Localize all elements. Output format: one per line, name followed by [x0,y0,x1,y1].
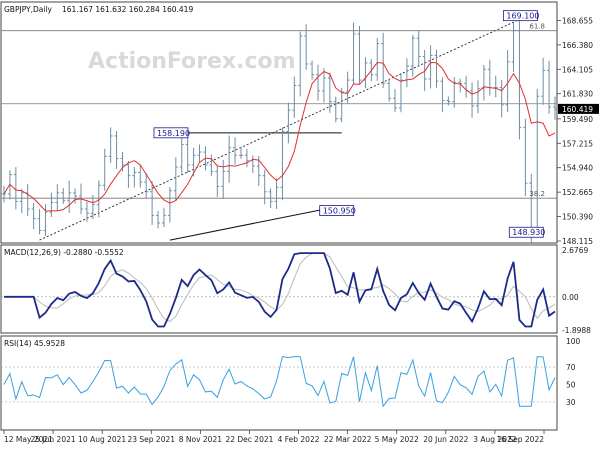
rsi-line [3,356,556,408]
chart-header-symbol: GBPJPY,Daily [4,5,53,14]
annotation-label-0: 169.100 [506,12,539,21]
chart-header-ohlc: 161.167 161.632 160.284 160.419 [62,5,193,14]
macd-layer: 2.6769 0.00 -1.8988 [1,246,591,335]
y-tick-label-6: 154.940 [562,164,593,173]
y-tick-label-5: 157.215 [562,139,593,148]
y-tick-label-8: 150.390 [562,213,593,222]
moving-average-line [3,62,556,212]
macd-signal-line [4,252,556,323]
macd-y-label-0: 2.6769 [562,246,588,255]
rsi-y-label-2: 50 [566,381,576,390]
macd-header: MACD(12,26,9) -0.2880 -0.5552 [4,248,124,257]
fib-label-0: 61.8 [529,23,545,31]
x-tick-label-4: 8 Nov 2021 [179,435,222,444]
watermark: ActionForex.com [88,49,296,74]
macd-line [4,252,556,328]
macd-panel-frame [0,244,558,334]
channel-upper-line [39,16,526,241]
fib-label-1: 38.2 [529,190,545,198]
x-tick-label-3: 23 Sep 2021 [127,435,175,444]
y-tick-label-9: 148.115 [562,237,593,246]
annotation-label-3: 148.930 [512,228,545,237]
y-tick-label-4: 159.490 [562,115,593,124]
y-tick-label-1: 166.380 [562,41,593,50]
annotation-box-3 [508,226,544,238]
annotation-box-0 [502,10,538,22]
x-tick-label-0: 12 May 2021 [4,435,53,444]
annotation-label-2: 150.950 [323,207,356,216]
annotation-box-1 [153,127,189,139]
rsi-panel-frame [0,335,558,431]
x-tick-label-9: 20 Jun 2022 [423,435,468,444]
current-price-label: 160.419 [562,105,593,114]
y-tick-label-3: 161.830 [562,90,593,99]
main-panel-frame [0,1,558,244]
y-tick-label-2: 164.105 [562,65,593,74]
macd-y-label-1: 0.00 [562,293,579,302]
x-tick-label-6: 4 Feb 2022 [278,435,320,444]
x-tick-label-1: 25 Jun 2021 [31,435,76,444]
macd-y-label-2: -1.8988 [562,326,591,335]
rsi-y-label-1: 70 [566,363,576,372]
x-tick-label-11: 16 Sep 2022 [496,435,544,444]
annotation-box-2 [319,205,355,216]
annotation-label-1: 158.190 [157,129,190,138]
main-layer: 168.655 166.380 164.105 161.830 159.490 157.2… [1,10,599,246]
x-tick-label-10: 3 Aug 2022 [473,435,516,444]
rsi-y-label-0: 100 [566,337,581,346]
rsi-y-label-3: 30 [566,398,576,407]
y-tick-label-7: 152.665 [562,188,593,197]
channel-lower-line [169,205,342,241]
x-tick-label-5: 22 Dec 2021 [225,435,273,444]
current-price-box [558,103,599,114]
x-tick-label-7: 22 Mar 2022 [324,435,372,444]
rsi-layer: 100 70 50 30 [1,337,581,408]
y-tick-label-0: 168.655 [562,16,593,25]
rsi-header: RSI(14) 45.9528 [4,339,65,348]
x-tick-label-8: 5 May 2022 [375,435,419,444]
x-tick-label-2: 10 Aug 2021 [78,435,126,444]
